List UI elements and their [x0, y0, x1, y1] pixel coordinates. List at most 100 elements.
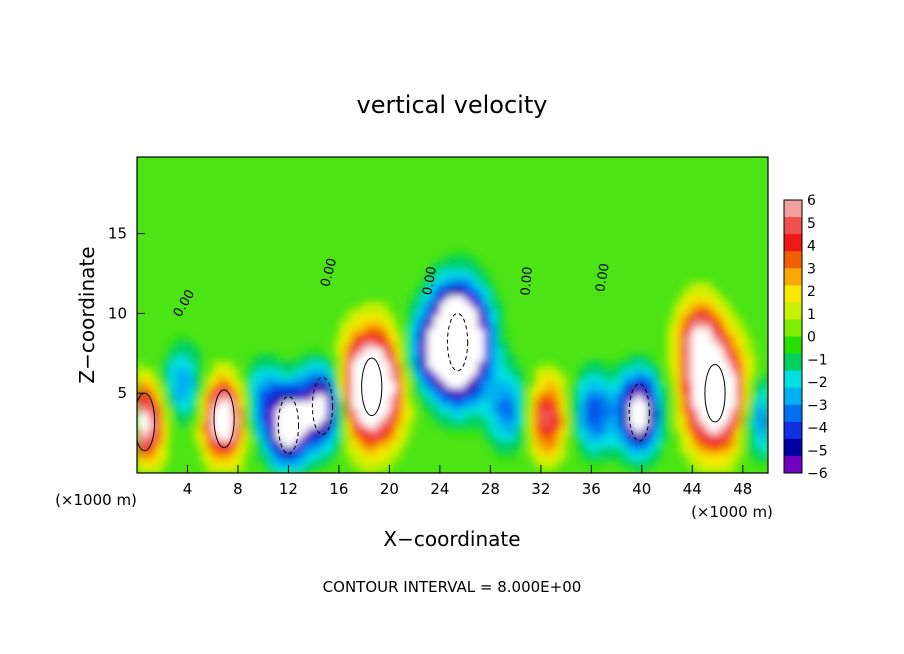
heatmap-cell [597, 413, 605, 421]
heatmap-cell [395, 453, 403, 461]
heatmap-cell [357, 321, 365, 329]
heatmap-cell [742, 334, 750, 342]
heatmap-cell [465, 380, 473, 389]
heatmap-cell [717, 420, 725, 428]
contour-line [628, 383, 650, 442]
heatmap-cell [414, 321, 422, 329]
heatmap-cell [370, 308, 378, 316]
heatmap-cell [578, 374, 586, 382]
heatmap-cell [635, 394, 643, 402]
heatmap-cell [755, 407, 763, 415]
heatmap-cell [692, 361, 700, 369]
heatmap-cell [484, 374, 491, 382]
heatmap-cell [673, 367, 681, 375]
heatmap-cell [319, 433, 327, 441]
heatmap-cell [509, 354, 517, 362]
heatmap-cell [717, 387, 725, 395]
heatmap-cell [439, 367, 447, 375]
heatmap-cell [168, 367, 176, 375]
heatmap-cell [149, 407, 157, 415]
heatmap-cell [376, 426, 384, 435]
heatmap-cell [389, 315, 397, 323]
heatmap-cell [149, 387, 157, 395]
heatmap-cell [338, 347, 346, 356]
contour-label: 0.00 [593, 262, 613, 293]
heatmap-cell [616, 446, 624, 454]
heatmap-cell [244, 374, 252, 382]
heatmap-cell [181, 407, 189, 415]
heatmap-cell [200, 426, 208, 435]
heatmap-cell [427, 354, 435, 362]
heatmap-cell [288, 453, 296, 461]
heatmap-cell [704, 400, 712, 408]
heatmap-cell [439, 262, 447, 270]
heatmap-cell [452, 341, 460, 349]
heatmap-cell [200, 459, 208, 468]
heatmap-cell [256, 367, 264, 375]
heatmap-cell [288, 459, 296, 468]
heatmap-cell [572, 380, 580, 389]
heatmap-cell [641, 453, 649, 461]
heatmap-cell [433, 321, 441, 329]
heatmap-cell [692, 446, 700, 454]
heatmap-cell [452, 420, 460, 428]
heatmap-cell [206, 433, 214, 441]
heatmap-cell [490, 347, 498, 356]
heatmap-cell [137, 374, 144, 382]
heatmap-cell [307, 459, 315, 468]
heatmap-cell [452, 268, 460, 277]
heatmap-cell [679, 295, 687, 303]
heatmap-cell [597, 426, 605, 435]
heatmap-cell [345, 374, 353, 382]
heatmap-cell [420, 282, 428, 290]
heatmap-cell [351, 413, 359, 421]
heatmap-cell [610, 400, 618, 408]
heatmap-cell [496, 295, 504, 303]
heatmap-cell [446, 328, 454, 336]
heatmap-cell [648, 413, 656, 421]
heatmap-cell [685, 301, 693, 310]
heatmap-cell [547, 380, 555, 389]
heatmap-cell [332, 440, 340, 448]
heatmap-cell [648, 440, 656, 448]
heatmap-cell [597, 374, 605, 382]
heatmap-cell [559, 394, 567, 402]
heatmap-cell [572, 387, 580, 395]
heatmap-cell [692, 328, 700, 336]
heatmap-cell [446, 420, 454, 428]
heatmap-cell [610, 407, 618, 415]
colorbar-tick-label: −3 [807, 398, 828, 414]
heatmap-cell [402, 440, 409, 448]
heatmap-cell [679, 440, 687, 448]
heatmap-cell [603, 407, 611, 415]
heatmap-cell [553, 433, 561, 441]
heatmap-cell [553, 400, 561, 408]
x-tick-label: 28 [481, 480, 500, 498]
heatmap-cell [420, 321, 428, 329]
heatmap-cell [319, 367, 327, 375]
heatmap-cell [307, 394, 315, 402]
heatmap-cell [427, 275, 435, 283]
heatmap-cell [496, 394, 504, 402]
heatmap-cell [357, 315, 365, 323]
heatmap-cell [616, 440, 624, 448]
heatmap-cell [603, 387, 611, 395]
heatmap-cell [225, 367, 233, 375]
heatmap-cell [389, 367, 397, 375]
heatmap-cell [711, 440, 719, 448]
heatmap-cell [471, 295, 479, 303]
heatmap-cell [206, 407, 214, 415]
heatmap-cell [490, 380, 498, 389]
heatmap-cell [635, 361, 643, 369]
heatmap-cell [585, 380, 592, 389]
heatmap-cell [288, 400, 296, 408]
heatmap-cell [301, 459, 308, 468]
heatmap-cell [376, 354, 384, 362]
heatmap-cell [282, 380, 290, 389]
heatmap-cell [408, 334, 416, 342]
heatmap-cell [465, 301, 473, 310]
contour-label: 0.00 [318, 257, 340, 289]
heatmap-cell [149, 446, 157, 454]
heatmap-cell [263, 380, 271, 389]
heatmap-cell [351, 453, 359, 461]
